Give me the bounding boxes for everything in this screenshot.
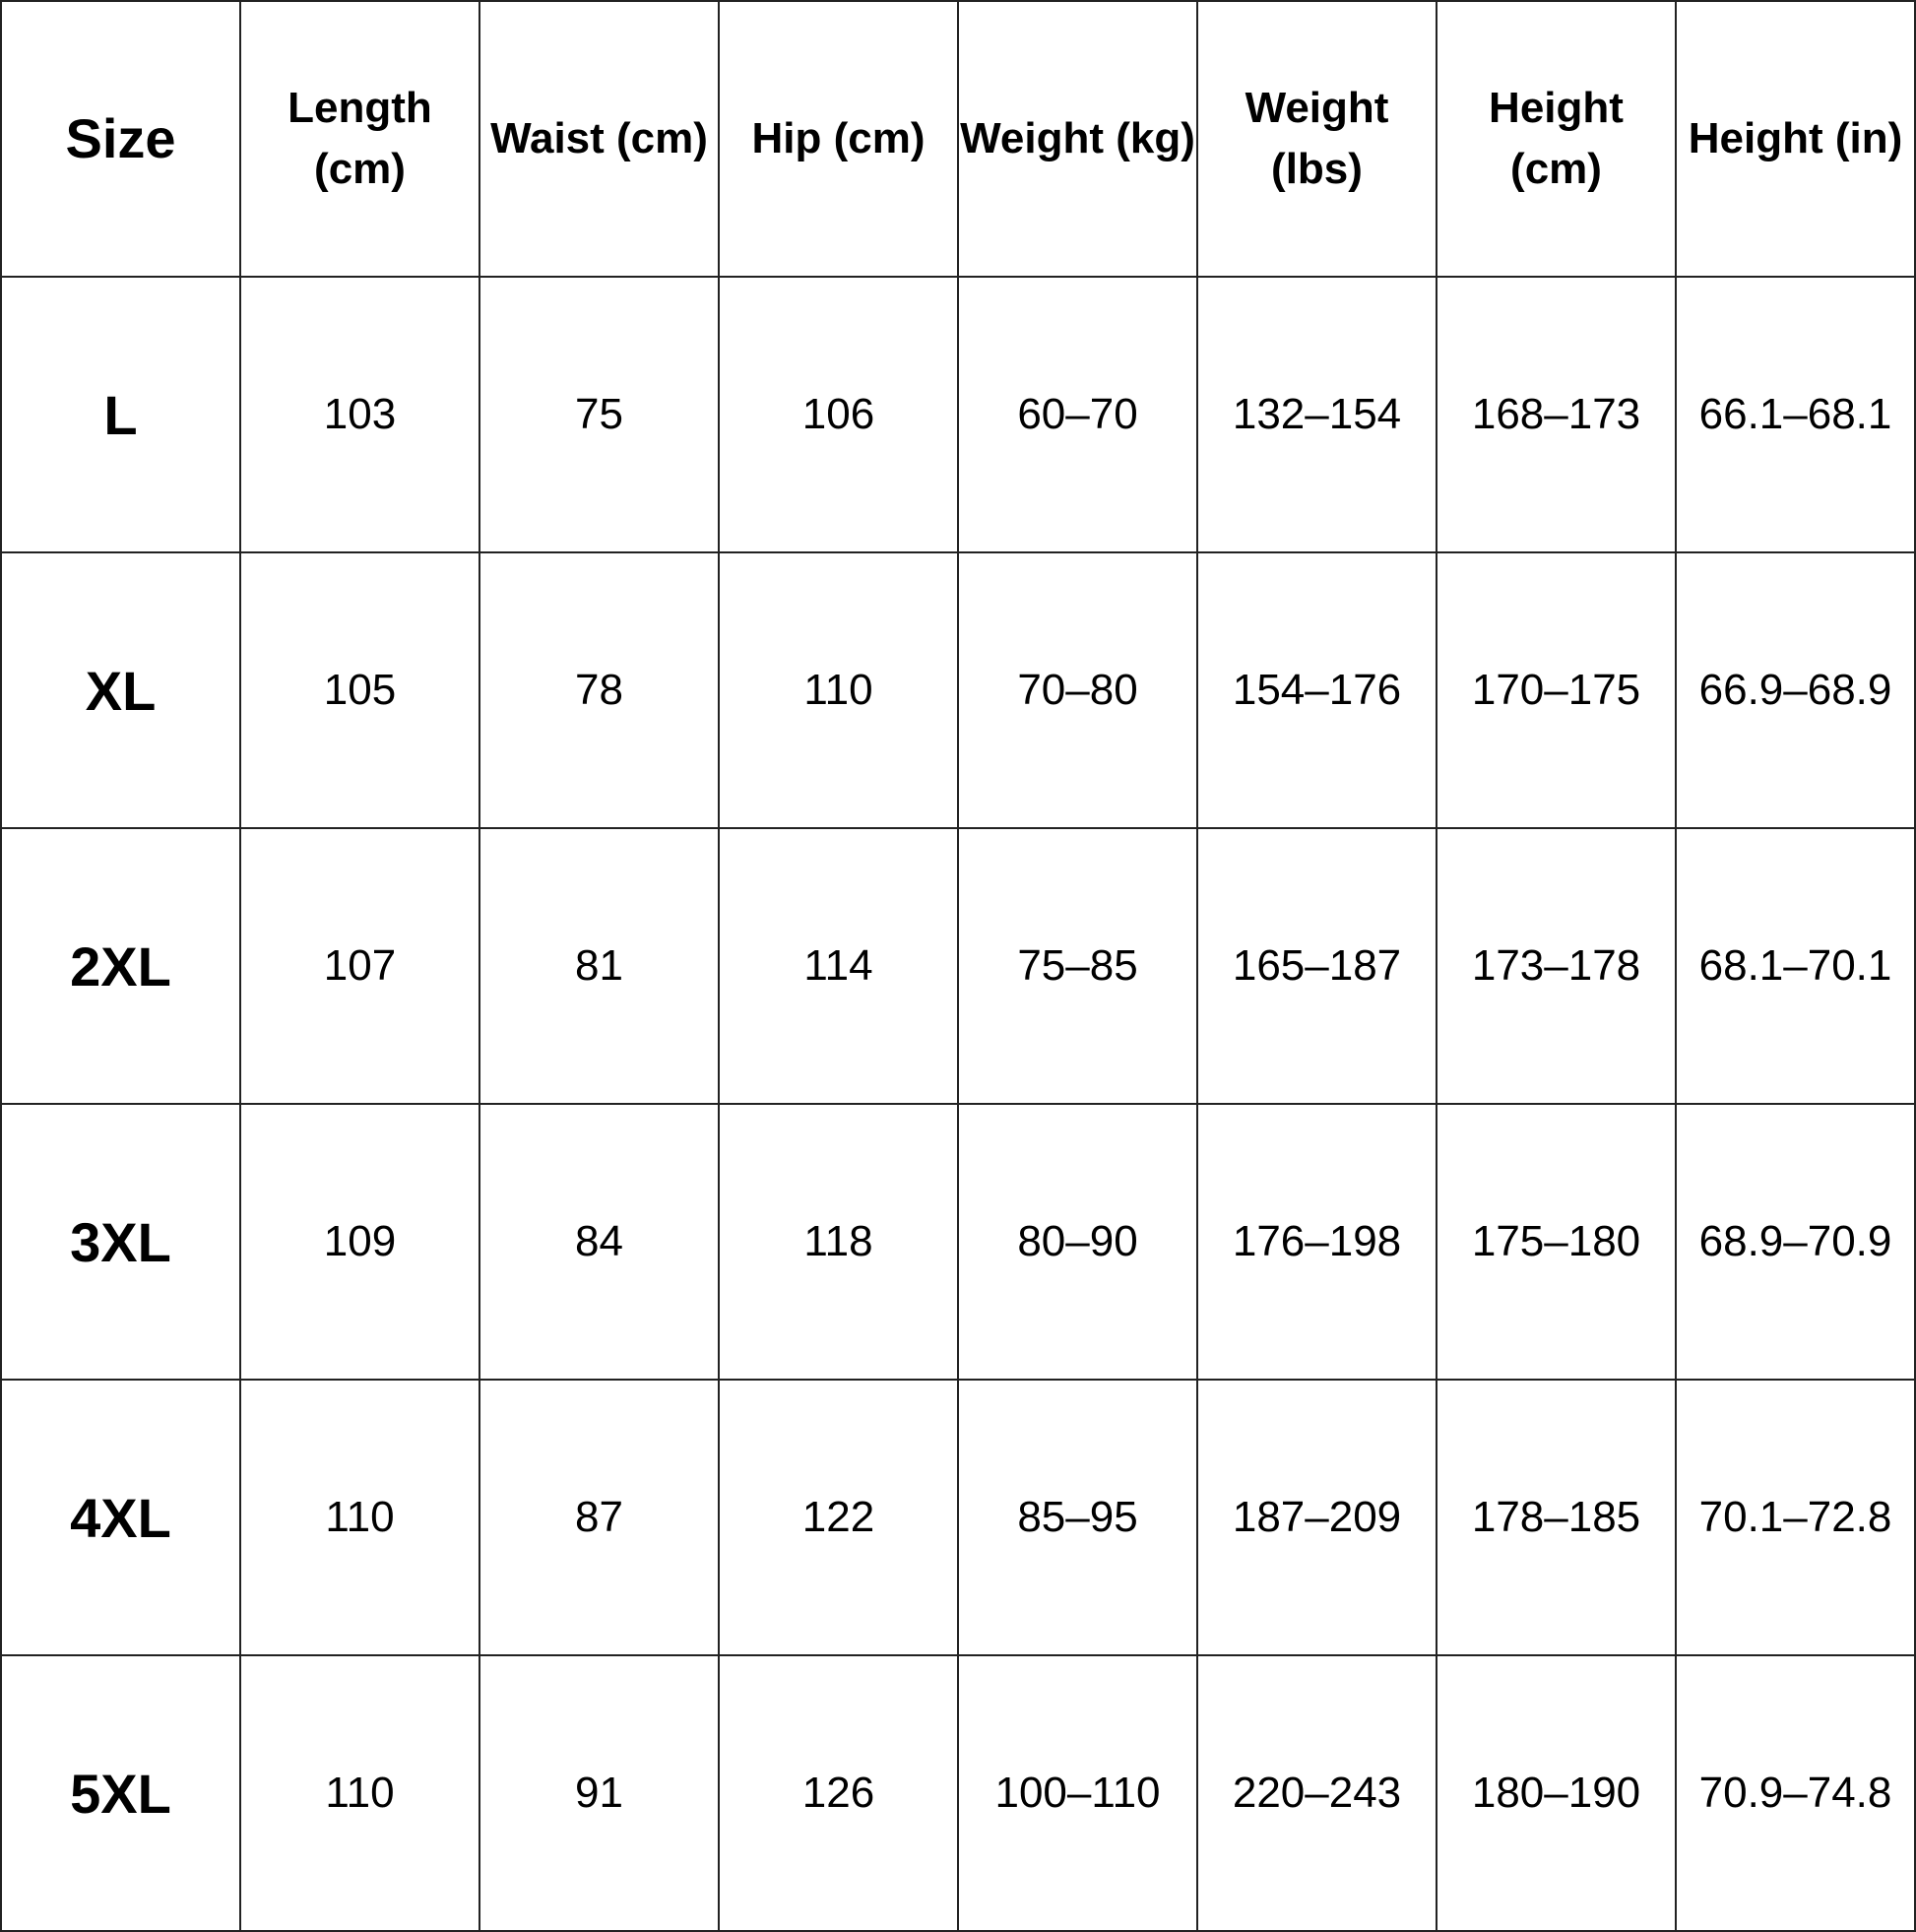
cell-height-cm: 170–175 <box>1436 551 1677 829</box>
cell-waist: 75 <box>479 276 720 553</box>
cell-weight-lbs: 165–187 <box>1196 827 1437 1105</box>
cell-weight-lbs: 187–209 <box>1196 1379 1437 1656</box>
cell-weight-lbs: 176–198 <box>1196 1103 1437 1381</box>
table-row: XL 105 78 110 70–80 154–176 170–175 66.9–68.9 <box>0 551 1916 829</box>
cell-size: L <box>0 276 241 553</box>
cell-height-cm: 175–180 <box>1436 1103 1677 1381</box>
cell-height-cm: 168–173 <box>1436 276 1677 553</box>
cell-weight-kg: 70–80 <box>957 551 1198 829</box>
header-length: Length (cm) <box>239 0 480 278</box>
cell-height-in: 70.9–74.8 <box>1675 1654 1916 1932</box>
cell-weight-kg: 75–85 <box>957 827 1198 1105</box>
header-height-cm: Height (cm) <box>1436 0 1677 278</box>
cell-height-cm: 180–190 <box>1436 1654 1677 1932</box>
cell-height-cm: 173–178 <box>1436 827 1677 1105</box>
cell-length: 103 <box>239 276 480 553</box>
cell-size: XL <box>0 551 241 829</box>
cell-size: 3XL <box>0 1103 241 1381</box>
cell-height-in: 66.9–68.9 <box>1675 551 1916 829</box>
header-row: Size Length (cm) Waist (cm) Hip (cm) Wei… <box>0 0 1916 278</box>
header-weight-kg: Weight (kg) <box>957 0 1198 278</box>
table-row: 5XL 110 91 126 100–110 220–243 180–190 70.9–74.… <box>0 1654 1916 1932</box>
cell-size: 5XL <box>0 1654 241 1932</box>
header-weight-lbs: Weight (lbs) <box>1196 0 1437 278</box>
header-waist: Waist (cm) <box>479 0 720 278</box>
cell-size: 2XL <box>0 827 241 1105</box>
header-size: Size <box>0 0 241 278</box>
cell-hip: 126 <box>718 1654 959 1932</box>
cell-height-in: 68.1–70.1 <box>1675 827 1916 1105</box>
header-hip: Hip (cm) <box>718 0 959 278</box>
cell-waist: 87 <box>479 1379 720 1656</box>
table-row: 2XL 107 81 114 75–85 165–187 173–178 68.1–70.1 <box>0 827 1916 1105</box>
cell-size: 4XL <box>0 1379 241 1656</box>
cell-length: 109 <box>239 1103 480 1381</box>
cell-waist: 78 <box>479 551 720 829</box>
cell-hip: 122 <box>718 1379 959 1656</box>
cell-hip: 118 <box>718 1103 959 1381</box>
cell-hip: 106 <box>718 276 959 553</box>
cell-hip: 114 <box>718 827 959 1105</box>
cell-weight-kg: 60–70 <box>957 276 1198 553</box>
cell-weight-lbs: 154–176 <box>1196 551 1437 829</box>
cell-waist: 81 <box>479 827 720 1105</box>
cell-height-in: 70.1–72.8 <box>1675 1379 1916 1656</box>
cell-length: 105 <box>239 551 480 829</box>
cell-waist: 84 <box>479 1103 720 1381</box>
cell-height-in: 66.1–68.1 <box>1675 276 1916 553</box>
cell-length: 110 <box>239 1379 480 1656</box>
header-height-in: Height (in) <box>1675 0 1916 278</box>
cell-length: 107 <box>239 827 480 1105</box>
cell-waist: 91 <box>479 1654 720 1932</box>
cell-weight-lbs: 220–243 <box>1196 1654 1437 1932</box>
cell-weight-kg: 80–90 <box>957 1103 1198 1381</box>
cell-height-in: 68.9–70.9 <box>1675 1103 1916 1381</box>
cell-height-cm: 178–185 <box>1436 1379 1677 1656</box>
cell-weight-kg: 100–110 <box>957 1654 1198 1932</box>
table-row: 4XL 110 87 122 85–95 187–209 178–185 70.1–72.8 <box>0 1379 1916 1656</box>
cell-weight-kg: 85–95 <box>957 1379 1198 1656</box>
table-row: L 103 75 106 60–70 132–154 168–173 66.1–68.1 <box>0 276 1916 553</box>
table-row: 3XL 109 84 118 80–90 176–198 175–180 68.9–70.9 <box>0 1103 1916 1381</box>
cell-length: 110 <box>239 1654 480 1932</box>
cell-hip: 110 <box>718 551 959 829</box>
cell-weight-lbs: 132–154 <box>1196 276 1437 553</box>
